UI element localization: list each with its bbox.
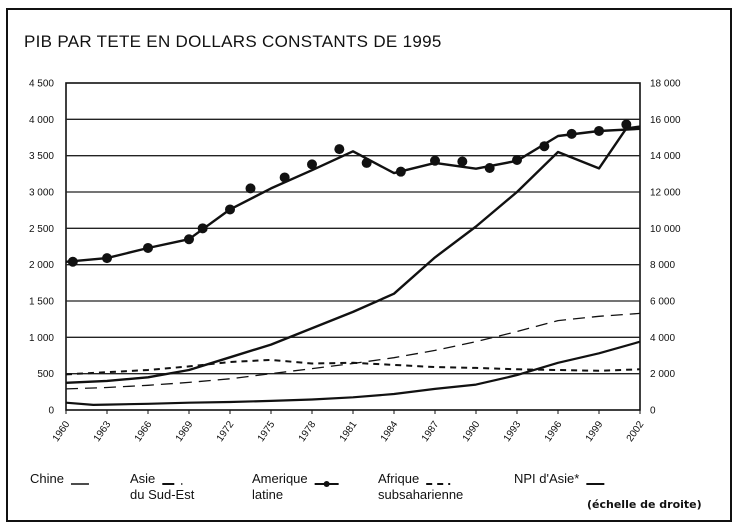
legend-label-line2: du Sud-Est <box>130 487 195 502</box>
x-tick-label: 1972 <box>215 419 237 444</box>
legend-label-line2: subsaharienne <box>378 487 463 502</box>
series-marker-amerique-latine <box>361 157 372 168</box>
y-right-tick-label: 14 000 <box>650 151 681 162</box>
series-marker-amerique-latine <box>484 163 495 174</box>
y-left-tick-label: 4 000 <box>29 115 54 126</box>
series-marker-amerique-latine <box>307 159 317 170</box>
x-tick-label: 1963 <box>92 419 114 444</box>
x-tick-label: 1996 <box>543 419 565 444</box>
series-marker-amerique-latine <box>143 242 153 253</box>
legend-label-line1: Asie <box>130 471 155 486</box>
legend-label-line2: latine <box>252 487 283 502</box>
x-tick-label: 1969 <box>174 419 196 444</box>
series-marker-amerique-latine <box>430 155 440 166</box>
x-tick-label: 1975 <box>256 419 278 444</box>
series-marker-amerique-latine <box>594 125 604 136</box>
y-left-tick-label: 4 500 <box>29 79 54 90</box>
series-marker-amerique-latine <box>184 234 194 245</box>
legend-label-line1: Amerique <box>252 471 308 486</box>
y-right-tick-label: 10 000 <box>650 224 681 235</box>
y-left-tick-label: 2 000 <box>29 260 54 271</box>
x-tick-label: 1984 <box>379 419 401 444</box>
series-marker-amerique-latine <box>539 141 550 152</box>
x-tick-label: 2002 <box>625 419 647 444</box>
x-tick-label: 1990 <box>461 419 483 444</box>
axis-scale-note: (échelle de droite) <box>587 498 702 511</box>
y-right-tick-label: 8 000 <box>650 260 675 271</box>
series-marker-amerique-latine <box>334 144 345 155</box>
series-marker-amerique-latine <box>67 256 78 267</box>
x-tick-label: 1999 <box>584 419 606 444</box>
series-marker-amerique-latine <box>225 204 235 215</box>
y-left-tick-label: 0 <box>48 406 54 417</box>
y-right-tick-label: 2 000 <box>650 369 675 380</box>
y-right-tick-label: 18 000 <box>650 79 681 90</box>
series-marker-amerique-latine <box>566 128 577 139</box>
y-left-tick-label: 1 500 <box>29 297 54 308</box>
series-marker-amerique-latine <box>279 172 290 183</box>
y-right-tick-label: 4 000 <box>650 333 675 344</box>
x-tick-label: 1993 <box>502 419 524 444</box>
x-tick-label: 1987 <box>420 419 442 444</box>
legend-swatch-marker <box>323 481 330 487</box>
series-marker-amerique-latine <box>512 155 522 166</box>
series-marker-amerique-latine <box>457 156 468 167</box>
series-line-npi-d-asie- <box>65 125 641 384</box>
legend-label-line1: NPI d'Asie* <box>514 471 579 486</box>
x-tick-label: 1966 <box>133 419 155 444</box>
x-tick-label: 1981 <box>338 419 360 444</box>
y-right-tick-label: 16 000 <box>650 115 681 126</box>
y-left-tick-label: 1 000 <box>29 333 54 344</box>
y-left-tick-label: 2 500 <box>29 224 54 235</box>
y-right-tick-label: 12 000 <box>650 188 681 199</box>
y-left-tick-label: 500 <box>37 369 54 380</box>
series-line-am-rique-latine <box>65 127 641 263</box>
series-marker-amerique-latine <box>245 183 256 194</box>
x-tick-label: 1960 <box>51 419 73 444</box>
legend-label-line1: Afrique <box>378 471 419 486</box>
y-right-tick-label: 0 <box>650 406 656 417</box>
y-left-tick-label: 3 500 <box>29 151 54 162</box>
y-left-tick-label: 3 000 <box>29 188 54 199</box>
series-line-chine <box>65 340 641 406</box>
legend-label-line1: Chine <box>30 471 64 486</box>
x-tick-label: 1978 <box>297 419 319 444</box>
series-marker-amerique-latine <box>395 166 406 177</box>
y-right-tick-label: 6 000 <box>650 297 675 308</box>
series-marker-amerique-latine <box>197 223 208 234</box>
series-marker-amerique-latine <box>102 253 112 264</box>
chart-title: PIB PAR TETE EN DOLLARS CONSTANTS DE 199… <box>24 32 442 51</box>
series-line-afrique-subsaharienne <box>65 358 641 376</box>
